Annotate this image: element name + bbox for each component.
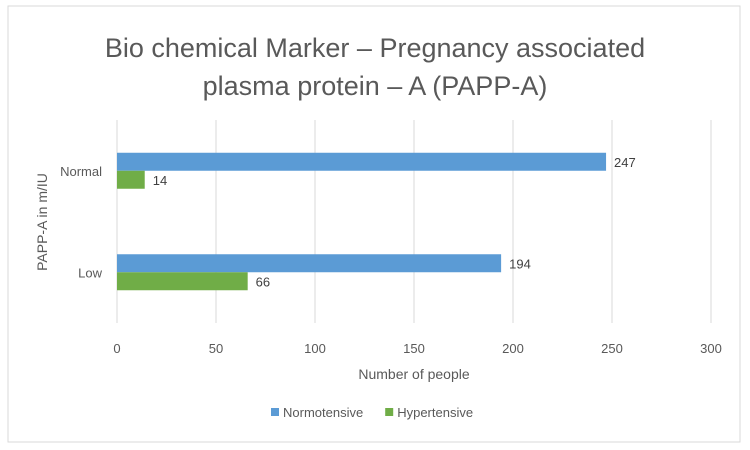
data-labels: 247 14 194 66	[153, 155, 636, 290]
data-label: 66	[256, 274, 270, 289]
bar-normotensive-normal	[117, 152, 607, 171]
bar-hypertensive-normal	[117, 170, 145, 189]
bar-normotensive-low	[117, 254, 502, 273]
chart-border	[7, 5, 741, 443]
y-tick-labels: Normal Low	[60, 164, 103, 281]
legend-label-normotensive: Normotensive	[283, 405, 363, 420]
legend-swatch-normotensive	[271, 408, 279, 416]
x-tick-label: 100	[304, 341, 326, 356]
legend-swatch-hypertensive	[385, 408, 394, 416]
bars	[117, 152, 607, 291]
data-label: 14	[153, 173, 167, 188]
y-axis-title: PAPP-A in m/IU	[34, 173, 50, 271]
x-tick-labels: 0 50 100 150 200 250 300	[113, 341, 721, 356]
x-tick-label: 150	[403, 341, 425, 356]
data-label: 247	[614, 155, 636, 170]
data-label: 194	[509, 256, 531, 271]
legend-label-hypertensive: Hypertensive	[397, 405, 473, 420]
legend: Normotensive Hypertensive	[271, 405, 473, 420]
x-tick-label: 300	[700, 341, 722, 356]
x-tick-label: 200	[502, 341, 524, 356]
y-tick-label: Normal	[60, 164, 102, 179]
x-tick-label: 50	[209, 341, 223, 356]
x-axis-title: Number of people	[358, 366, 470, 382]
y-tick-label: Low	[78, 265, 102, 280]
bar-hypertensive-low	[117, 272, 248, 291]
chart-title-line-1: Bio chemical Marker – Pregnancy associat…	[105, 33, 645, 63]
x-tick-label: 0	[113, 341, 120, 356]
chart-title-line-2: plasma protein – A (PAPP-A)	[203, 71, 548, 101]
x-tick-label: 250	[601, 341, 623, 356]
